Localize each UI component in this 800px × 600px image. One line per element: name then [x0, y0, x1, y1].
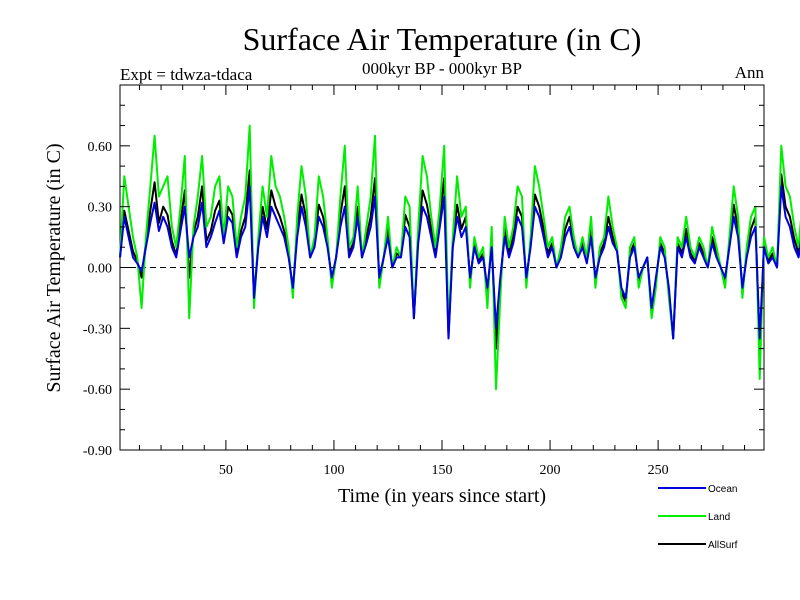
x-axis-label: Time (in years since start) [338, 485, 546, 507]
legend-label-ocean: Ocean [708, 484, 737, 495]
chart-subtitle: 000kyr BP - 000kyr BP [362, 59, 522, 78]
x-tick-label: 150 [432, 463, 453, 478]
y-axis-label: Surface Air Temperature (in C) [43, 143, 65, 392]
plot-area: -0.90 -0.60 -0.30 0.00 0.30 0.60 50 100 150 200 25… [83, 84, 800, 478]
x-tick-label: 50 [219, 463, 233, 478]
period-label: Ann [735, 63, 765, 82]
y-tick-label: 0.30 [88, 201, 113, 216]
y-tick-label: -0.30 [83, 322, 112, 337]
legend: Ocean Land AllSurf [658, 484, 738, 551]
y-tick-label: 0.60 [88, 140, 113, 155]
x-tick-label: 200 [540, 463, 561, 478]
y-tick-label: 0.00 [88, 262, 113, 277]
x-tick-label: 250 [648, 463, 669, 478]
experiment-label: Expt = tdwza-tdaca [120, 65, 253, 84]
x-tick-label: 100 [323, 463, 344, 478]
series-line-land [119, 124, 800, 391]
legend-label-allsurf: AllSurf [708, 540, 738, 551]
y-tick-label: -0.90 [83, 444, 112, 459]
chart-title: Surface Air Temperature (in C) [243, 21, 642, 57]
series-line-ocean [119, 185, 800, 340]
legend-label-land: Land [708, 512, 730, 523]
y-tick-label: -0.60 [83, 383, 112, 398]
